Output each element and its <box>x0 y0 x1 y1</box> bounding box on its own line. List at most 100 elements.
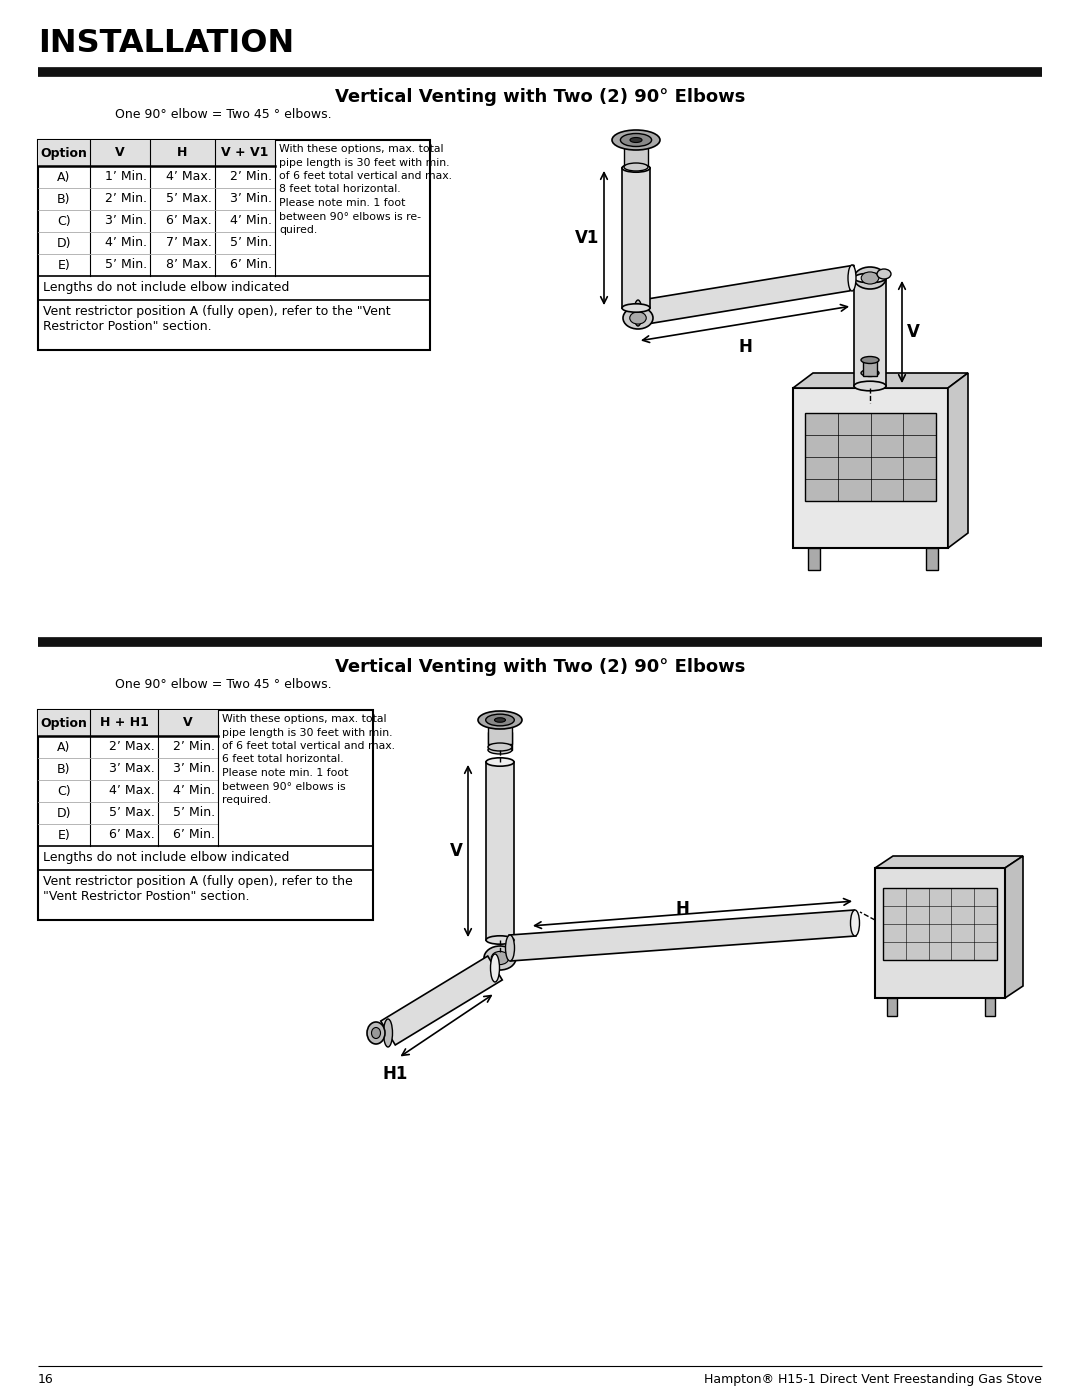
Ellipse shape <box>484 946 516 970</box>
Bar <box>926 548 939 570</box>
Text: One 90° elbow = Two 45 ° elbows.: One 90° elbow = Two 45 ° elbows. <box>114 108 332 122</box>
Text: quired.: quired. <box>279 225 318 235</box>
Text: 5’ Max.: 5’ Max. <box>109 806 156 820</box>
Bar <box>38 140 430 351</box>
Ellipse shape <box>491 951 509 964</box>
Polygon shape <box>1005 856 1023 997</box>
Text: Please note min. 1 foot: Please note min. 1 foot <box>279 198 405 208</box>
Ellipse shape <box>634 300 642 326</box>
Text: 3’ Min.: 3’ Min. <box>173 763 215 775</box>
Text: 3’ Max.: 3’ Max. <box>109 763 156 775</box>
Bar <box>793 388 948 548</box>
Text: H1: H1 <box>383 1065 408 1083</box>
Ellipse shape <box>877 270 891 279</box>
Text: C): C) <box>57 215 71 228</box>
Text: 4’ Max.: 4’ Max. <box>109 785 156 798</box>
Text: With these options, max. total: With these options, max. total <box>222 714 387 724</box>
Text: Vertical Venting with Two (2) 90° Elbows: Vertical Venting with Two (2) 90° Elbows <box>335 88 745 106</box>
Text: With these options, max. total: With these options, max. total <box>279 144 444 154</box>
Text: 5’ Max.: 5’ Max. <box>166 193 212 205</box>
Ellipse shape <box>624 163 648 170</box>
Text: between 90° elbows is: between 90° elbows is <box>222 781 346 792</box>
Text: V1: V1 <box>575 229 599 247</box>
Ellipse shape <box>383 1018 392 1046</box>
Bar <box>883 888 997 960</box>
Ellipse shape <box>488 743 512 752</box>
Text: Option: Option <box>41 147 87 159</box>
Text: V + V1: V + V1 <box>221 147 269 159</box>
Text: H: H <box>738 338 752 355</box>
Ellipse shape <box>486 936 514 944</box>
Text: 6’ Min.: 6’ Min. <box>230 258 272 271</box>
Text: 1’ Min.: 1’ Min. <box>105 170 147 183</box>
Text: 16: 16 <box>38 1373 54 1386</box>
Ellipse shape <box>490 954 499 982</box>
Text: 2’ Max.: 2’ Max. <box>109 740 156 753</box>
Ellipse shape <box>478 711 522 729</box>
Text: 7’ Max.: 7’ Max. <box>166 236 212 250</box>
Text: Lengths do not include elbow indicated: Lengths do not include elbow indicated <box>43 852 289 865</box>
Text: V: V <box>450 842 463 861</box>
Text: pipe length is 30 feet with min.: pipe length is 30 feet with min. <box>222 728 392 738</box>
Text: 4’ Min.: 4’ Min. <box>230 215 272 228</box>
Ellipse shape <box>620 134 651 147</box>
Text: INSTALLATION: INSTALLATION <box>38 28 294 59</box>
Bar <box>488 732 512 750</box>
Bar <box>624 145 648 165</box>
Ellipse shape <box>486 714 514 726</box>
Ellipse shape <box>854 381 886 391</box>
Text: 4’ Min.: 4’ Min. <box>105 236 147 250</box>
Ellipse shape <box>851 909 860 936</box>
Text: D): D) <box>57 236 71 250</box>
Text: 6’ Max.: 6’ Max. <box>166 215 212 228</box>
Text: 6’ Min.: 6’ Min. <box>173 828 215 841</box>
Text: of 6 feet total vertical and max.: of 6 feet total vertical and max. <box>222 740 395 752</box>
Text: 4’ Min.: 4’ Min. <box>173 785 215 798</box>
Bar <box>985 997 995 1016</box>
Ellipse shape <box>372 1028 380 1038</box>
Polygon shape <box>509 909 856 961</box>
Text: required.: required. <box>222 795 271 805</box>
Text: Option: Option <box>41 717 87 729</box>
Bar <box>486 761 514 940</box>
Text: V: V <box>116 147 125 159</box>
Polygon shape <box>875 856 1023 868</box>
Ellipse shape <box>612 130 660 149</box>
Text: E): E) <box>57 258 70 271</box>
Bar <box>854 278 886 386</box>
Text: 5’ Min.: 5’ Min. <box>173 806 215 820</box>
Text: Hampton® H15-1 Direct Vent Freestanding Gas Stove: Hampton® H15-1 Direct Vent Freestanding … <box>704 1373 1042 1386</box>
Text: 8 feet total horizontal.: 8 feet total horizontal. <box>279 184 401 194</box>
Bar <box>488 724 512 745</box>
Ellipse shape <box>630 137 642 142</box>
Bar <box>805 414 936 502</box>
Text: One 90° elbow = Two 45 ° elbows.: One 90° elbow = Two 45 ° elbows. <box>114 678 332 692</box>
Text: pipe length is 30 feet with min.: pipe length is 30 feet with min. <box>279 158 449 168</box>
Ellipse shape <box>630 312 646 324</box>
Text: H: H <box>177 147 188 159</box>
Text: 8’ Max.: 8’ Max. <box>166 258 212 271</box>
Ellipse shape <box>854 267 886 289</box>
Ellipse shape <box>486 757 514 766</box>
Text: Please note min. 1 foot: Please note min. 1 foot <box>222 768 349 778</box>
Bar <box>863 360 877 376</box>
Ellipse shape <box>488 746 512 754</box>
Ellipse shape <box>367 1023 384 1044</box>
Text: 4’ Max.: 4’ Max. <box>166 170 212 183</box>
Ellipse shape <box>861 272 879 284</box>
Bar <box>38 140 275 166</box>
Text: 3’ Min.: 3’ Min. <box>230 193 272 205</box>
Text: E): E) <box>57 828 70 841</box>
Ellipse shape <box>623 307 653 330</box>
Bar <box>38 710 373 921</box>
Ellipse shape <box>861 369 879 377</box>
Polygon shape <box>381 956 502 1045</box>
Ellipse shape <box>495 718 505 722</box>
Bar <box>887 997 897 1016</box>
Ellipse shape <box>622 163 650 172</box>
Text: Lengths do not include elbow indicated: Lengths do not include elbow indicated <box>43 282 289 295</box>
Polygon shape <box>948 373 968 548</box>
Text: 6 feet total horizontal.: 6 feet total horizontal. <box>222 754 343 764</box>
Text: 3’ Min.: 3’ Min. <box>105 215 147 228</box>
Ellipse shape <box>622 303 650 312</box>
